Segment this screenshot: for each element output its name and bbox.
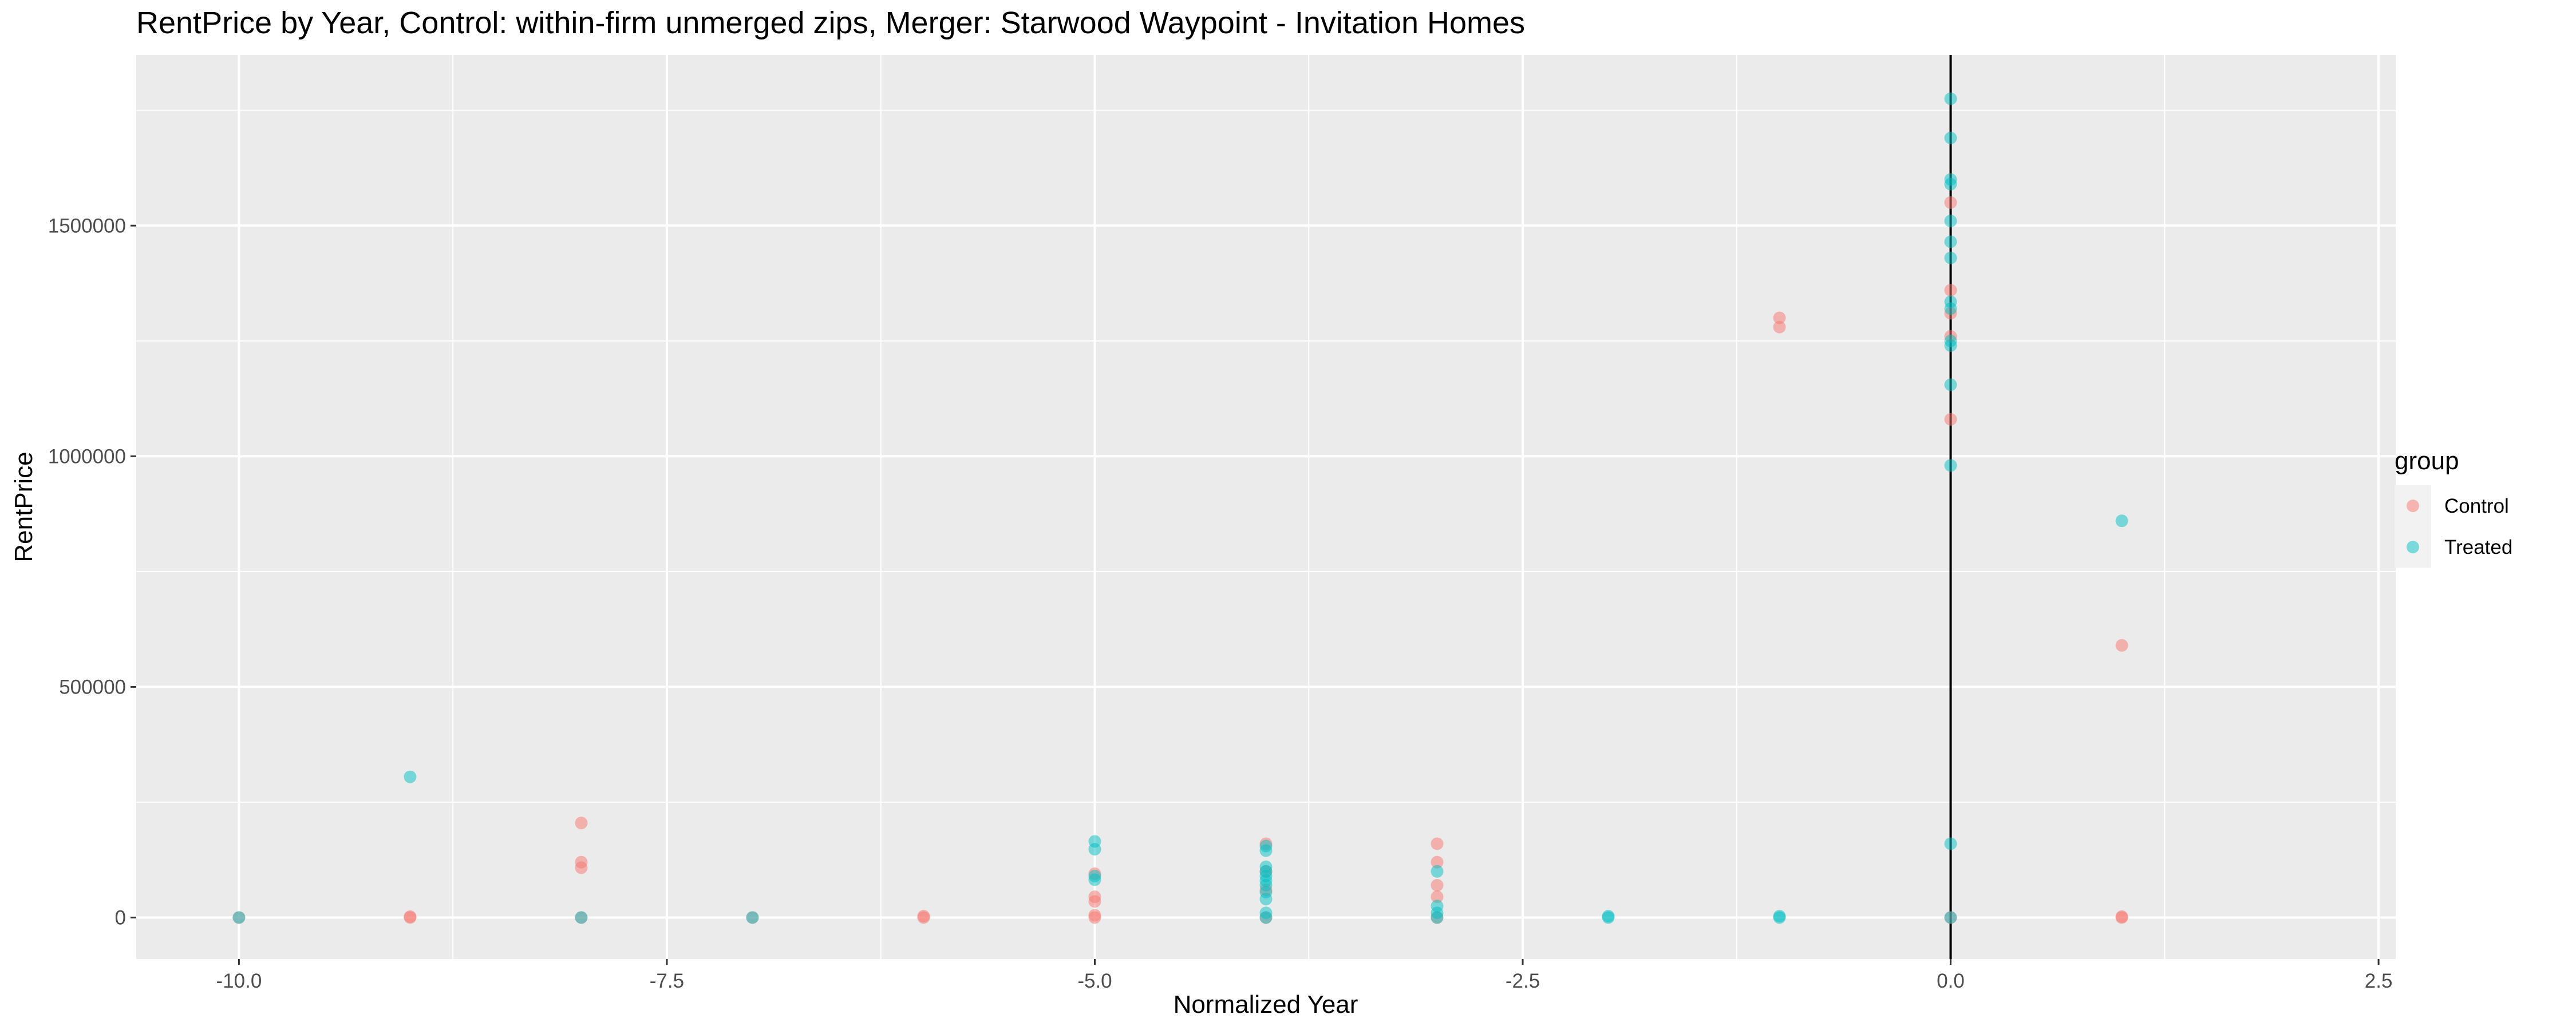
data-point-treated (1602, 910, 1615, 923)
legend: group Control Treated (2395, 447, 2512, 568)
x-axis-title: Normalized Year (1174, 991, 1358, 1019)
y-tick-label: 0 (115, 906, 126, 929)
data-point-treated (1944, 132, 1957, 145)
data-point-control (1431, 879, 1444, 892)
data-point-treated (1088, 843, 1101, 856)
data-point-treated (1944, 459, 1957, 472)
data-points (232, 92, 2128, 924)
data-point-control (1944, 284, 1957, 297)
data-point-control (2115, 639, 2128, 652)
plot-panel (136, 55, 2396, 959)
data-point-treated (1944, 302, 1957, 315)
legend-title: group (2395, 447, 2459, 475)
data-point-treated (232, 911, 246, 924)
chart-title: RentPrice by Year, Control: within-firm … (136, 6, 1525, 40)
data-point-control (917, 910, 930, 923)
x-tick-label: 0.0 (1937, 970, 1965, 992)
data-point-control (1431, 855, 1444, 869)
data-point-treated (746, 911, 759, 924)
data-point-treated (1259, 844, 1273, 857)
data-point-treated (1259, 893, 1273, 906)
data-point-treated (404, 770, 417, 783)
data-point-control (575, 861, 588, 874)
data-point-control (1088, 895, 1101, 908)
data-point-control (1773, 320, 1786, 334)
data-point-treated (1944, 251, 1957, 264)
y-tick-label: 500000 (59, 676, 126, 698)
data-point-control (1088, 909, 1101, 922)
data-point-treated (1944, 235, 1957, 248)
y-axis-ticks: 0 500000 1000000 1500000 (48, 215, 136, 929)
data-point-control (1773, 311, 1786, 324)
y-tick-label: 1500000 (48, 215, 126, 237)
legend-key-treated (2407, 541, 2419, 553)
data-point-treated (1944, 92, 1957, 105)
legend-label-control: Control (2444, 495, 2509, 517)
x-tick-label: -10.0 (216, 970, 262, 992)
data-point-treated (1944, 177, 1957, 191)
data-point-control (2115, 910, 2128, 923)
legend-key-background (2395, 485, 2431, 568)
data-point-treated (1773, 910, 1786, 923)
x-tick-label: -2.5 (1506, 970, 1540, 992)
data-point-treated (1944, 339, 1957, 352)
data-point-control (404, 910, 417, 923)
data-point-treated (1431, 911, 1444, 924)
x-axis-ticks: -10.0 -7.5 -5.0 -2.5 0.0 2.5 (216, 959, 2393, 992)
data-point-treated (1259, 911, 1273, 924)
y-axis-title: RentPrice (10, 451, 38, 562)
data-point-treated (1944, 911, 1957, 924)
minor-gridlines (136, 55, 2396, 959)
x-tick-label: -5.0 (1077, 970, 1112, 992)
data-point-control (575, 817, 588, 830)
data-point-treated (1088, 873, 1101, 886)
x-tick-label: -7.5 (650, 970, 684, 992)
legend-label-treated: Treated (2444, 536, 2512, 558)
data-point-treated (1944, 215, 1957, 228)
data-point-treated (1944, 837, 1957, 850)
data-point-treated (2115, 514, 2128, 528)
data-point-treated (1944, 378, 1957, 391)
legend-key-control (2407, 500, 2419, 512)
y-tick-label: 1000000 (48, 445, 126, 468)
data-point-treated (1431, 865, 1444, 878)
data-point-control (1431, 837, 1444, 850)
data-point-treated (575, 911, 588, 924)
data-point-control (1944, 413, 1957, 426)
data-point-control (1944, 196, 1957, 209)
x-tick-label: 2.5 (2365, 970, 2393, 992)
data-point-control (1431, 890, 1444, 904)
